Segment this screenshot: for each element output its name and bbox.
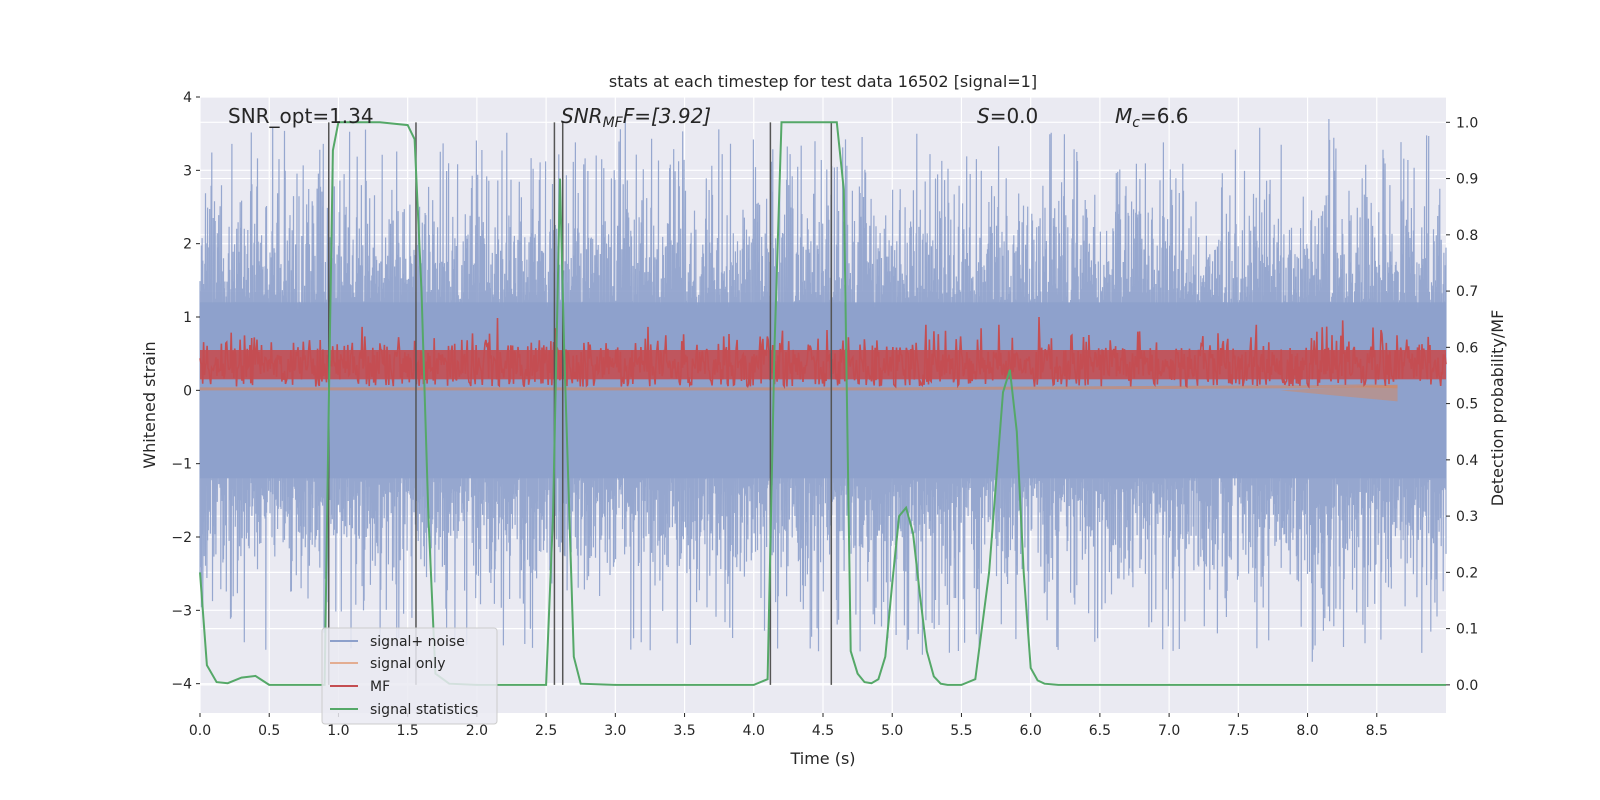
- legend-box: [321, 627, 498, 725]
- x-tick-label-12: 6.0: [1020, 723, 1042, 739]
- y-tick-label-8: 4: [183, 90, 192, 106]
- x-tick-label-0: 0.0: [189, 723, 211, 739]
- y-tick-label-1: −3: [171, 603, 192, 619]
- y2-tick-label-0: 0.0: [1456, 678, 1478, 694]
- y2-tick-label-7: 0.7: [1456, 284, 1478, 300]
- y-tick-label-6: 2: [183, 237, 192, 253]
- y2-tick-label-4: 0.4: [1456, 453, 1478, 469]
- annotation-snr-mf-main: SNR: [561, 104, 603, 128]
- x-tick-label-15: 7.5: [1227, 723, 1249, 739]
- y-axis-ticks: −4 −3 −2 −1 0 1 2 3 4: [171, 90, 200, 693]
- y-tick-label-3: −1: [171, 457, 192, 473]
- legend-label-mf: MF: [370, 679, 390, 695]
- y2-tick-label-1: 0.1: [1456, 622, 1478, 638]
- y2-tick-label-6: 0.6: [1456, 340, 1478, 356]
- x-tick-label-14: 7.0: [1158, 723, 1180, 739]
- annotation-snr-mf-rest: F=[3.92]: [623, 104, 711, 128]
- signal-only-chirp: [1279, 384, 1398, 402]
- y2-tick-label-5: 0.5: [1456, 397, 1478, 413]
- annotation-snr-mf-sub: MF: [603, 115, 624, 131]
- x-tick-label-11: 5.5: [950, 723, 972, 739]
- x-tick-label-6: 3.0: [604, 723, 626, 739]
- x-tick-label-16: 8.0: [1296, 723, 1318, 739]
- x-tick-label-5: 2.5: [535, 723, 557, 739]
- annotation-s: S=0.0: [977, 104, 1038, 128]
- annotation-mc-sub: c: [1132, 115, 1140, 131]
- y-tick-label-4: 0: [183, 383, 192, 399]
- x-tick-label-7: 3.5: [673, 723, 695, 739]
- annotation-snr-opt: SNR_opt=1.34: [228, 104, 374, 128]
- y-right-axis-label: Detection probability/MF: [1488, 310, 1507, 507]
- annotation-mc: Mc=6.6: [1115, 104, 1189, 131]
- y-tick-label-7: 3: [183, 163, 192, 179]
- annotation-snr-mf: SNRMFF=[3.92]: [561, 104, 711, 131]
- x-tick-label-1: 0.5: [258, 723, 280, 739]
- signal-only-line: [200, 384, 1398, 391]
- chart-title: stats at each timestep for test data 165…: [609, 72, 1037, 91]
- x-tick-label-9: 4.5: [812, 723, 834, 739]
- signal-statistics-series: [199, 121, 1446, 686]
- annotation-mc-main: M: [1115, 104, 1132, 128]
- mf-series: [199, 316, 1447, 390]
- annotation-s-main: S: [977, 104, 990, 128]
- y-tick-label-0: −4: [171, 677, 192, 693]
- x-tick-label-13: 6.5: [1089, 723, 1111, 739]
- annotation-s-rest: =0.0: [990, 104, 1039, 128]
- y-tick-label-2: −2: [171, 530, 192, 546]
- x-tick-label-10: 5.0: [881, 723, 903, 739]
- y-axis-label: Whitened strain: [140, 341, 159, 468]
- x-tick-label-2: 1.0: [327, 723, 349, 739]
- y2-tick-label-9: 0.9: [1456, 172, 1478, 188]
- y2-tick-label-3: 0.3: [1456, 509, 1478, 525]
- legend-label-signal-statistics: signal statistics: [370, 702, 478, 718]
- y-tick-label-5: 1: [183, 310, 192, 326]
- y2-tick-label-2: 0.2: [1456, 565, 1478, 581]
- signal-only-series: [200, 384, 1398, 402]
- legend: signal+ noise signal only MF signal stat…: [321, 627, 498, 725]
- y2-tick-label-10: 1.0: [1456, 115, 1478, 131]
- y-right-axis-ticks: 0.0 0.1 0.2 0.3 0.4 0.5 0.6 0.7 0.8 0.9 1.0: [1446, 115, 1478, 694]
- y2-tick-label-8: 0.8: [1456, 228, 1478, 244]
- x-tick-label-3: 1.5: [397, 723, 419, 739]
- x-tick-label-17: 8.5: [1366, 723, 1388, 739]
- x-tick-label-8: 4.0: [743, 723, 765, 739]
- x-axis-ticks: 0.0 0.5 1.0 1.5 2.0 2.5 3.0 3.5 4.0 4.5 5.0 5.5 6.0 6…: [189, 713, 1388, 739]
- x-axis-label: Time (s): [789, 749, 855, 768]
- legend-label-signal-noise: signal+ noise: [370, 634, 465, 650]
- annotation-mc-rest: =6.6: [1140, 104, 1189, 128]
- signal-statistics-line: [199, 121, 1446, 686]
- mf-core: [200, 350, 1446, 380]
- legend-label-signal-only: signal only: [370, 656, 445, 672]
- x-tick-label-4: 2.0: [466, 723, 488, 739]
